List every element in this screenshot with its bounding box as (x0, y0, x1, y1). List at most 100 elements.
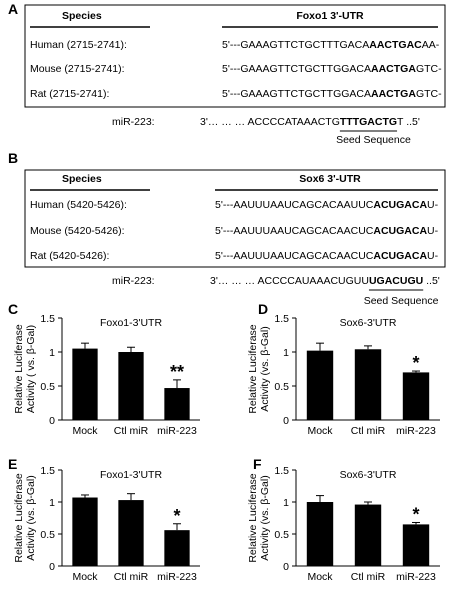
x-tick-label: miR-223 (396, 425, 436, 437)
sequence-part: 3'… … … ACCCCATAAACTG (200, 116, 340, 128)
sequence-part: 5'---GAAAGTTCTGCTTGGACA (222, 63, 371, 75)
sequence-part: 5'---AAUUUAAUCAGCACAACUC (215, 225, 374, 237)
significance: * (412, 353, 419, 373)
panel-box (24, 169, 446, 268)
sequence: 5'---GAAAGTTCTGCTTGGACAAACTGAGTC- (222, 88, 442, 100)
sequence-part: 5'---GAAAGTTCTGCTTTGACA (222, 39, 369, 51)
x-tick-label: Ctl miR (114, 425, 149, 437)
species: Mouse (2715-2741): (30, 63, 125, 75)
y-tick-label: 0.5 (274, 381, 289, 393)
species: Human (2715-2741): (30, 39, 127, 51)
x-tick-label: miR-223 (157, 571, 197, 583)
mirna-name: miR-223: (112, 275, 155, 287)
sequence-part: AA- (422, 39, 440, 51)
y-tick-label: 1 (283, 347, 289, 359)
sequence-part: ACUGACA (373, 225, 427, 237)
y-tick-label: 0 (283, 415, 289, 427)
x-tick-label: Ctl miR (351, 425, 386, 437)
y-tick-label: 1 (283, 497, 289, 509)
species: Human (5420-5426): (30, 199, 127, 211)
y-axis-label: Relative Luciferase (247, 473, 259, 562)
y-tick-label: 1 (49, 347, 55, 359)
x-tick-label: miR-223 (157, 425, 197, 437)
panel-label: F (253, 456, 262, 472)
sequence: 5'---AAUUUAAUCAGCACAACUCACUGACAU- (215, 250, 439, 262)
bar (72, 497, 98, 566)
y-axis-label: Activity ( vs. β-Gal) (25, 325, 37, 413)
y-tick-label: 0.5 (40, 381, 55, 393)
y-axis-label: Relative Luciferase (247, 324, 259, 413)
bar (402, 372, 430, 420)
bar (306, 350, 334, 420)
mirna-name: miR-223: (112, 116, 155, 128)
sequence-part: UGACUGU (369, 275, 423, 287)
x-tick-label: Mock (72, 425, 98, 437)
y-axis-label: Activity (vs. β-Gal) (259, 475, 271, 560)
y-axis-label: Activity (vs. β-Gal) (259, 326, 271, 411)
panel-label: A (8, 1, 18, 17)
seed-label: Seed Sequence (336, 134, 411, 146)
sequence-part: TTTGACTG (340, 116, 397, 128)
sequence-part: GTC- (416, 88, 442, 100)
bar (306, 502, 334, 566)
sequence-part: ACUGACA (373, 250, 427, 262)
y-tick-label: 0.5 (274, 529, 289, 541)
seed-label: Seed Sequence (364, 295, 439, 307)
x-tick-label: Mock (307, 425, 333, 437)
y-axis-label: Relative Luciferase (13, 324, 25, 413)
x-tick-label: miR-223 (396, 571, 436, 583)
sequence: 5'---GAAAGTTCTGCTTTGACAAACTGACAA- (222, 39, 440, 51)
x-tick-label: Ctl miR (351, 571, 386, 583)
bar (354, 349, 382, 420)
panel-box (24, 4, 446, 108)
bar (118, 352, 144, 420)
sequence-part: 3'… … … ACCCCAUAAACUGUU (210, 275, 369, 287)
bar (354, 504, 382, 566)
sequence-part: ACUGACA (373, 199, 427, 211)
panel-label: B (8, 150, 18, 166)
column-header: Species (62, 173, 102, 185)
sequence-part: 5'---AAUUUAAUCAGCACAACUC (215, 250, 374, 262)
x-tick-label: Ctl miR (114, 571, 149, 583)
y-tick-label: 1.5 (40, 465, 55, 477)
sequence-part: AACTGAC (369, 39, 422, 51)
sequence-part: U- (427, 250, 439, 262)
y-tick-label: 1.5 (274, 465, 289, 477)
sequence-part: GTC- (416, 63, 442, 75)
sequence-part: 5'---GAAAGTTCTGCTTGGACA (222, 88, 371, 100)
sequence-part: U- (427, 225, 439, 237)
y-tick-label: 1.5 (40, 313, 55, 325)
significance: * (173, 506, 180, 526)
sequence-part: T ..5' (397, 116, 420, 128)
sequence: 5'---AAUUUAAUCAGCACAAUUCACUGACAU- (215, 199, 439, 211)
chart-title: Sox6-3'UTR (340, 317, 397, 329)
y-tick-label: 0 (49, 415, 55, 427)
x-tick-label: Mock (307, 571, 333, 583)
y-tick-label: 1 (49, 497, 55, 509)
sequence-part: AACTGA (371, 88, 416, 100)
sequence: 5'---GAAAGTTCTGCTTGGACAAACTGAGTC- (222, 63, 442, 75)
sequence-part: U- (427, 199, 439, 211)
x-tick-label: Mock (72, 571, 98, 583)
chart-title: Sox6-3'UTR (340, 469, 397, 481)
column-header: Sox6 3'-UTR (299, 173, 361, 185)
species: Rat (5420-5426): (30, 250, 109, 262)
y-tick-label: 0 (49, 561, 55, 573)
column-header: Foxo1 3'-UTR (296, 10, 364, 22)
panel-label: E (8, 456, 17, 472)
species: Rat (2715-2741): (30, 88, 109, 100)
sequence: 3'… … … ACCCCATAAACTGTTTGACTGT ..5' (200, 116, 420, 128)
y-axis-label: Activity (vs. β-Gal) (25, 475, 37, 560)
bar (72, 348, 98, 420)
bar (164, 388, 190, 420)
significance: * (412, 504, 419, 524)
sequence: 5'---AAUUUAAUCAGCACAACUCACUGACAU- (215, 225, 439, 237)
panel-label: C (8, 301, 18, 317)
column-header: Species (62, 10, 102, 22)
y-tick-label: 0.5 (40, 529, 55, 541)
y-tick-label: 1.5 (274, 313, 289, 325)
chart-title: Foxo1-3'UTR (100, 317, 163, 329)
y-tick-label: 0 (283, 561, 289, 573)
sequence-part: 5'---AAUUUAAUCAGCACAAUUC (215, 199, 374, 211)
